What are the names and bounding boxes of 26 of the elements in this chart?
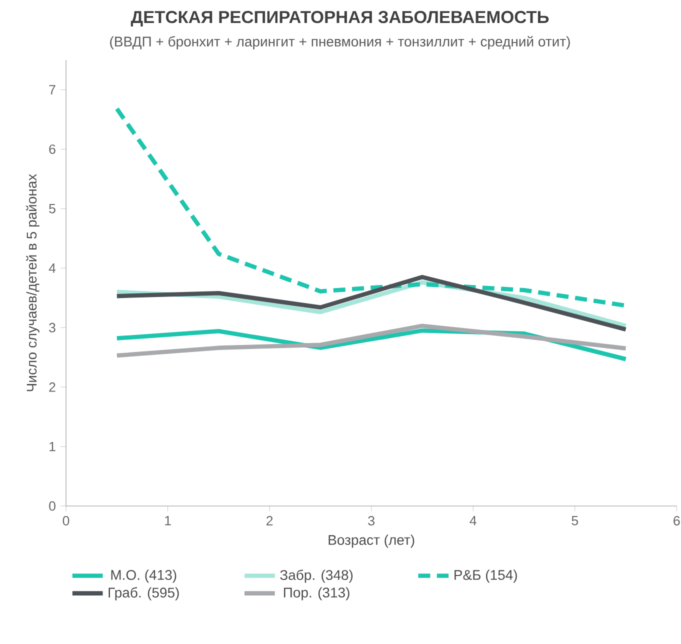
x-tick-label: 0 [62,516,70,526]
x-tick-label: 5 [572,516,578,526]
legend-label: Граб. (595) [108,587,179,600]
x-tick-label: 1 [165,516,171,526]
line-series [114,324,628,358]
y-axis-title: Число случаев/детей в 5 районах [26,174,40,392]
chart-title: ДЕТСКАЯ РЕСПИРАТОРНАЯ ЗАБОЛЕВАЕМОСТЬ [130,10,549,26]
chart-subtitle: (ВВДП + бронхит + ларингит + пневмония + тонзиллит + средний отит) [110,36,570,50]
y-tick-label: 5 [49,204,56,214]
y-tick-label: 3 [49,322,56,332]
x-tick-label: 4 [470,516,476,526]
x-tick-label: 2 [266,516,273,526]
x-tick-label: 6 [674,516,680,526]
y-tick-label: 4 [48,264,56,273]
y-tick-label: 6 [49,144,56,154]
y-tick-label: 7 [49,85,56,94]
line-series [114,274,628,332]
legend-label: Р&Б (154) [454,570,517,583]
x-axis-title: Возраст (лет) [328,534,414,548]
x-tick-label: 3 [368,516,374,526]
y-tick-label: 2 [49,382,56,392]
y-tick-label: 0 [49,501,56,511]
y-tick-label: 1 [50,442,56,452]
legend-label: М.О. (413) [111,570,176,583]
legend-label: Пор. (313) [284,587,350,600]
legend-label: Забр. (348) [280,570,353,583]
